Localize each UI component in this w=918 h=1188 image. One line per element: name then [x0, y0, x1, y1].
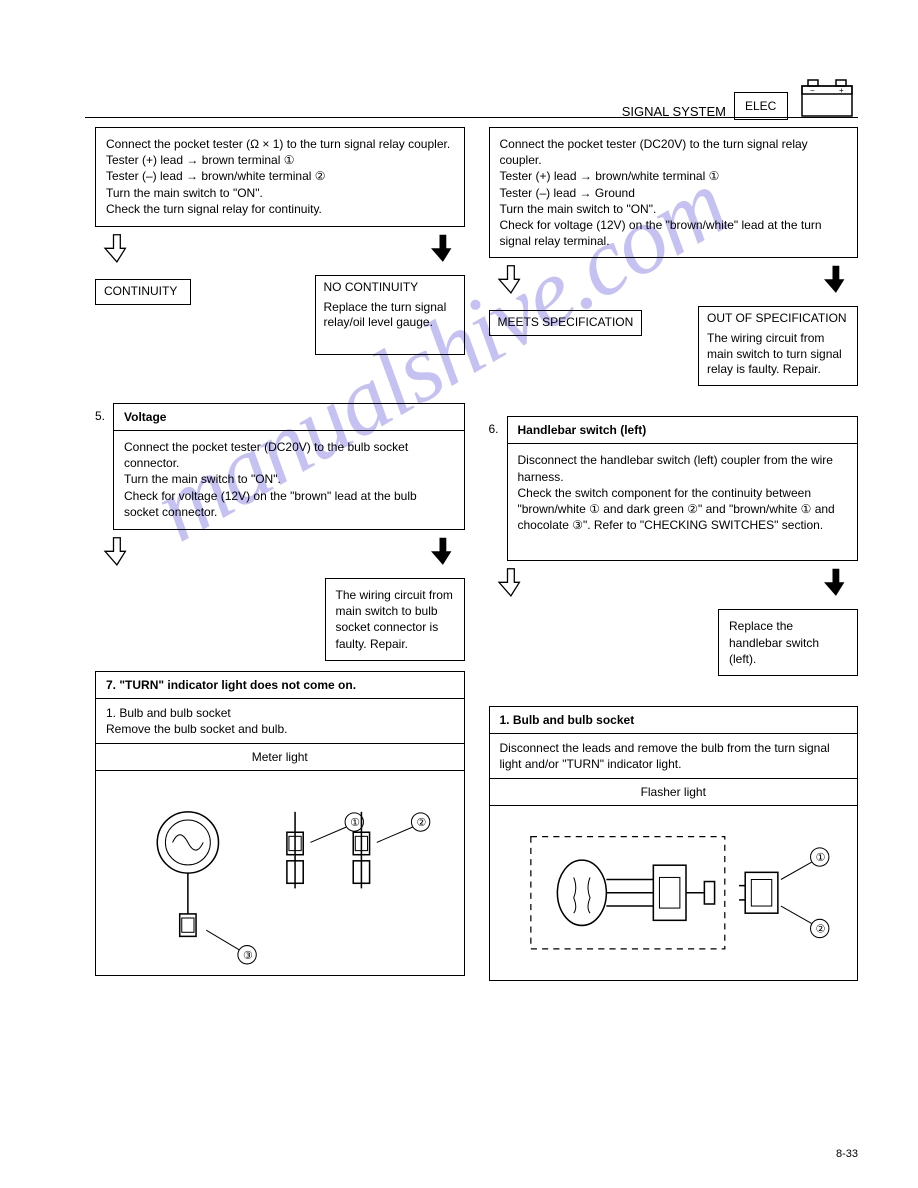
diagram-sub: 1. Bulb and bulb socket Remove the bulb … — [96, 699, 464, 744]
step-title: Handlebar switch (left) — [507, 416, 859, 443]
diagram-title: 7. "TURN" indicator light does not come … — [96, 672, 464, 699]
result-ng-box: Replace the handlebar switch (left). — [718, 609, 858, 676]
arrow-down-outline-icon — [103, 536, 131, 572]
svg-text:②: ② — [815, 924, 825, 936]
diagram-sub: Disconnect the leads and remove the bulb… — [490, 734, 858, 779]
step-body: Connect the pocket tester (DC20V) to the… — [113, 430, 465, 530]
result-ng-box: The wiring circuit from main switch to b… — [325, 578, 465, 661]
left-diagram-box: 7. "TURN" indicator light does not come … — [95, 671, 465, 977]
spec-ok-label: MEETS SPECIFICATION — [498, 315, 634, 331]
arrow-down-outline-icon — [103, 233, 131, 269]
svg-text:①: ① — [350, 817, 360, 829]
spec-ok-box: MEETS SPECIFICATION — [489, 310, 643, 336]
right-instruction-box: Connect the pocket tester (DC20V) to the… — [489, 127, 859, 258]
arrows-row-2 — [489, 567, 859, 603]
arrow-down-outline-icon — [497, 264, 525, 300]
page-header: SIGNAL SYSTEM ELEC − + — [622, 72, 858, 120]
step-body: Disconnect the handlebar switch (left) c… — [507, 443, 859, 561]
svg-text:②: ② — [417, 817, 427, 829]
right-diagram-box: 1. Bulb and bulb socket Disconnect the l… — [489, 706, 859, 981]
arrows-row — [95, 233, 465, 269]
left-column: Connect the pocket tester (Ω × 1) to the… — [95, 127, 465, 1138]
arrows-row — [489, 264, 859, 300]
header-rule — [85, 117, 858, 118]
diagram-label: Meter light — [96, 744, 464, 771]
meter-light-diagram: ③ ① ② — [96, 771, 464, 975]
right-column: Connect the pocket tester (DC20V) to the… — [489, 127, 859, 1138]
right-action-box: OUT OF SPECIFICATION The wiring circuit … — [698, 306, 858, 386]
no-continuity-label: NO CONTINUITY — [324, 280, 456, 296]
step-number: 6. — [489, 416, 507, 561]
svg-text:+: + — [839, 86, 844, 95]
diagram-label: Flasher light — [490, 779, 858, 806]
svg-text:③: ③ — [243, 950, 253, 962]
page-number-box: ELEC — [734, 92, 788, 120]
left-instruction-box: Connect the pocket tester (Ω × 1) to the… — [95, 127, 465, 227]
arrow-down-filled-icon — [822, 264, 850, 300]
battery-icon: − + — [796, 72, 858, 120]
arrow-down-filled-icon — [822, 567, 850, 603]
arrow-down-filled-icon — [429, 536, 457, 572]
arrow-down-outline-icon — [497, 567, 525, 603]
svg-text:−: − — [810, 86, 815, 95]
step-title: Voltage — [113, 403, 465, 430]
arrow-down-filled-icon — [429, 233, 457, 269]
right-yesno-row: MEETS SPECIFICATION OUT OF SPECIFICATION… — [489, 306, 859, 386]
diagram-title: 1. Bulb and bulb socket — [490, 707, 858, 734]
continuity-box: CONTINUITY — [95, 279, 191, 305]
step-number: 5. — [95, 403, 113, 530]
arrows-row-2 — [95, 536, 465, 572]
flasher-light-diagram: ① ② — [490, 806, 858, 980]
left-yesno-row: CONTINUITY NO CONTINUITY Replace the tur… — [95, 275, 465, 355]
page-box-top: ELEC — [745, 99, 777, 113]
right-action-text: The wiring circuit from main switch to t… — [707, 331, 849, 378]
action-box: NO CONTINUITY Replace the turn signal re… — [315, 275, 465, 355]
action-text: Replace the turn signal relay/oil level … — [324, 300, 456, 331]
page-number: 8-33 — [836, 1148, 858, 1160]
spec-ng-label: OUT OF SPECIFICATION — [707, 311, 849, 327]
svg-text:①: ① — [815, 852, 825, 864]
